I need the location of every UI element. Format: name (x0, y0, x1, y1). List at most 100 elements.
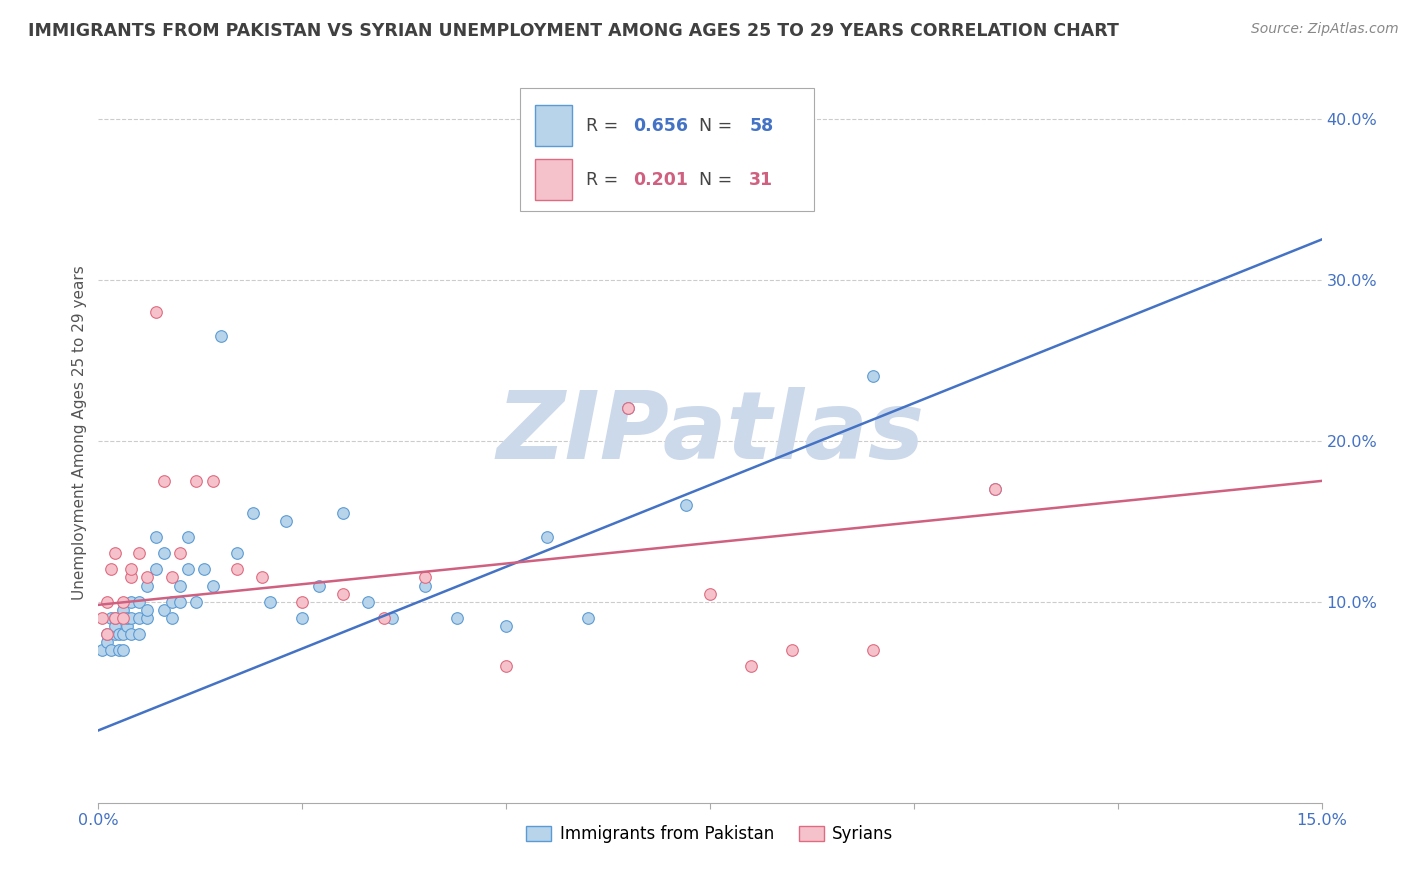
Point (780, 643, 803, 657)
Point (104, 627, 127, 641)
Text: IMMIGRANTS FROM PAKISTAN VS SYRIAN UNEMPLOYMENT AMONG AGES 25 TO 29 YEARS CORREL: IMMIGRANTS FROM PAKISTAN VS SYRIAN UNEMP… (28, 22, 1119, 40)
Point (96, 635, 118, 649)
Point (152, 546, 174, 560)
Point (984, 482, 1007, 496)
Point (169, 578, 191, 592)
Point (128, 610, 150, 624)
Point (259, 594, 281, 608)
Point (111, 610, 134, 624)
Point (160, 594, 183, 608)
Point (193, 562, 215, 576)
Point (104, 610, 127, 624)
Point (120, 627, 142, 641)
Point (145, 305, 167, 319)
Point (111, 594, 134, 608)
Point (446, 610, 468, 624)
Point (226, 562, 249, 576)
Point (699, 586, 721, 600)
Point (413, 578, 436, 592)
Point (108, 627, 131, 641)
Point (373, 610, 395, 624)
Point (177, 562, 200, 576)
Text: N =: N = (688, 170, 738, 188)
Point (332, 506, 354, 520)
Point (201, 474, 224, 488)
Point (226, 546, 249, 560)
Point (756, 144, 779, 158)
Point (308, 578, 330, 592)
Point (128, 546, 150, 560)
Point (96, 627, 118, 641)
Point (136, 578, 159, 592)
Y-axis label: Unemployment Among Ages 25 to 29 years: Unemployment Among Ages 25 to 29 years (72, 265, 87, 600)
Point (120, 610, 142, 624)
FancyBboxPatch shape (520, 88, 814, 211)
Point (169, 546, 191, 560)
Text: R =: R = (586, 170, 624, 188)
Point (108, 643, 131, 657)
Point (111, 610, 134, 624)
Point (291, 610, 314, 624)
Point (160, 570, 183, 584)
Text: ZIPatlas: ZIPatlas (496, 386, 924, 479)
Point (356, 594, 378, 608)
Point (136, 570, 159, 584)
Point (115, 619, 138, 633)
FancyBboxPatch shape (536, 159, 572, 200)
Point (152, 602, 174, 616)
Point (120, 570, 142, 584)
Point (115, 610, 138, 624)
Point (96, 627, 118, 641)
Text: 31: 31 (749, 170, 773, 188)
Point (111, 602, 134, 616)
Point (413, 570, 436, 584)
Point (862, 369, 884, 384)
Point (160, 610, 183, 624)
Point (91, 610, 114, 624)
Point (495, 619, 517, 633)
Point (104, 619, 127, 633)
Point (136, 602, 159, 616)
Point (242, 506, 264, 520)
Point (250, 570, 273, 584)
Point (740, 659, 762, 673)
Point (201, 578, 224, 592)
Point (96, 594, 118, 608)
Point (100, 562, 122, 576)
Point (100, 643, 122, 657)
Point (617, 401, 640, 416)
Point (675, 498, 697, 512)
Point (100, 610, 122, 624)
Text: 0.656: 0.656 (633, 117, 688, 135)
Point (862, 643, 884, 657)
Point (169, 594, 191, 608)
Point (104, 610, 127, 624)
Point (381, 610, 404, 624)
Point (617, 401, 640, 416)
Point (120, 562, 142, 576)
Point (209, 329, 232, 343)
Point (111, 643, 134, 657)
Point (186, 594, 208, 608)
Point (576, 610, 599, 624)
Point (984, 482, 1007, 496)
Point (274, 514, 297, 528)
Point (136, 610, 159, 624)
Point (536, 530, 558, 544)
Text: 58: 58 (749, 117, 773, 135)
Point (145, 530, 167, 544)
Point (152, 474, 174, 488)
Text: N =: N = (688, 117, 738, 135)
Point (111, 627, 134, 641)
Point (128, 627, 150, 641)
Point (120, 594, 142, 608)
Point (332, 586, 354, 600)
Point (91, 643, 114, 657)
Legend: Immigrants from Pakistan, Syrians: Immigrants from Pakistan, Syrians (520, 819, 900, 850)
Text: R =: R = (586, 117, 624, 135)
Point (104, 546, 127, 560)
Text: 0.201: 0.201 (633, 170, 688, 188)
Point (495, 659, 517, 673)
Point (291, 594, 314, 608)
Point (177, 530, 200, 544)
